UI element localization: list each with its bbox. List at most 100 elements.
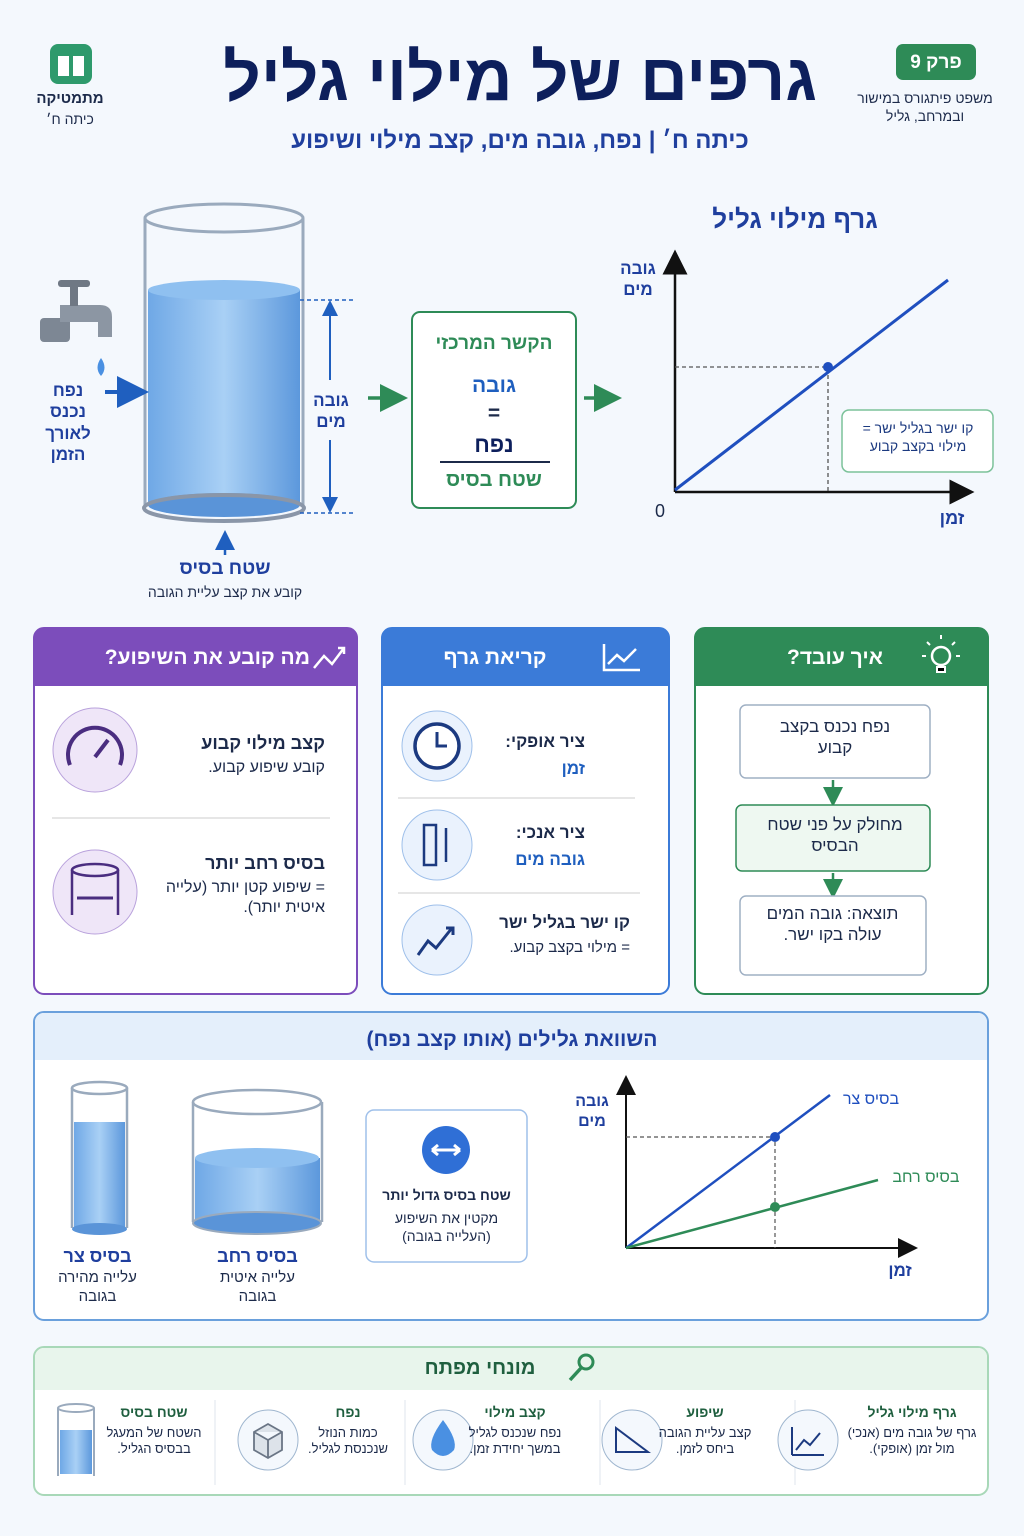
shape — [191, 1102, 324, 1222]
graph-x-label: זמן — [939, 508, 965, 528]
shape — [148, 280, 300, 300]
shape — [70, 1080, 129, 1096]
shape — [70, 870, 120, 915]
how-step: נפח נכנס בקצב קבוע — [779, 717, 891, 758]
shape — [739, 704, 931, 779]
shape — [57, 1408, 95, 1476]
shape — [896, 44, 976, 80]
shape — [823, 362, 833, 372]
wide-text: עלייה איטית בגובה — [220, 1269, 295, 1305]
shape — [66, 725, 124, 766]
subtitle: כיתה ח׳ | נפח, גובה מים, קצב מילוי ושיפו… — [291, 127, 749, 154]
term: שטח בסיס — [120, 1404, 188, 1420]
graph-y-label: גובה מים — [620, 259, 656, 300]
shape — [431, 1143, 461, 1157]
slope-item-text: קובע שיפוע קבוע. — [208, 759, 325, 776]
reading-item-text: גובה מים — [515, 850, 585, 869]
note-title: שטח בסיס גדול יותר — [382, 1187, 511, 1203]
graph-origin: 0 — [654, 501, 665, 521]
shape — [142, 493, 306, 523]
shape — [625, 1094, 831, 1249]
term: שיפוע — [686, 1404, 724, 1420]
shape — [416, 926, 455, 956]
shape — [422, 823, 438, 867]
shape — [52, 707, 138, 793]
shape — [695, 628, 988, 686]
shape — [60, 305, 112, 337]
subject: מתמטיקה — [36, 90, 104, 107]
shape — [34, 628, 357, 686]
shape — [191, 1088, 323, 1116]
shape — [674, 278, 949, 492]
wide-label: בסיס רחב — [217, 1246, 298, 1266]
relation-equals: = — [487, 402, 501, 425]
shape — [60, 1430, 92, 1474]
shape — [148, 493, 300, 517]
shape — [431, 1420, 455, 1456]
shape — [58, 280, 90, 287]
shape — [253, 1422, 283, 1460]
shape — [93, 738, 110, 759]
relation-numerator: נפח — [474, 432, 514, 457]
shape — [148, 290, 300, 505]
chapter-badge: פרק 9 — [910, 52, 962, 73]
slope-title: מה קובע את השיפוע? — [104, 646, 310, 669]
shape — [300, 299, 355, 514]
shape — [675, 366, 829, 492]
comparison-title: השוואת גלילים (אותו קצב נפח) — [366, 1028, 658, 1051]
relation-title: הקשר המרכזי — [435, 333, 553, 354]
shape — [192, 1211, 322, 1235]
base-label: שטח בסיס — [179, 558, 271, 579]
grade: כיתה ח׳ — [46, 111, 94, 127]
shape — [435, 732, 447, 748]
shape — [70, 1088, 129, 1228]
narrow-text: עלייה מהירה בגובה — [58, 1269, 137, 1305]
shape — [143, 202, 305, 234]
term: גרף מילוי גליל — [867, 1404, 957, 1420]
title: גרפים של מילוי גליל — [223, 40, 817, 114]
how-step: תוצאה: גובה המים עולה בקו ישר. — [766, 904, 899, 945]
shape — [214, 1400, 796, 1485]
graph-note: קו ישר בגליל ישר = מילוי בקצב קבוע — [862, 420, 974, 454]
chapter-note: משפט פיתגורס במישור ובמרחב, גליל — [857, 90, 993, 124]
how-title: איך עובד? — [787, 646, 883, 669]
shape — [143, 218, 305, 505]
slope-item-label: קצב מילוי קבוע — [201, 733, 325, 753]
shape — [401, 904, 473, 976]
reading-item-label: ציר אופקי: — [505, 732, 585, 751]
shape — [97, 358, 105, 376]
reading-title: קריאת גרף — [443, 646, 547, 669]
shape — [195, 1148, 319, 1168]
note-text: מקטין את השיפוע (העלייה בגובה) — [394, 1210, 499, 1244]
shape — [35, 1013, 987, 1060]
inflow-label: נפח נכנס לאורך הזמן — [45, 381, 91, 464]
shape — [625, 1178, 879, 1250]
base-note: קובע את קצב עליית הגובה — [147, 584, 303, 600]
shape — [72, 1223, 127, 1235]
term-definition: קצב עליית הגובה ביחס לזמן. — [658, 1425, 752, 1457]
reading-item-text: = מילוי בקצב קבוע. — [509, 939, 630, 956]
series-label: בסיס צר — [842, 1091, 900, 1108]
shape — [52, 849, 138, 935]
narrow-label: בסיס צר — [63, 1246, 132, 1266]
shape — [791, 1427, 824, 1456]
shape — [365, 1109, 528, 1263]
height-label: גובה מים — [310, 390, 352, 433]
shape — [739, 895, 927, 976]
term-definition: השטח של המעגל בבסיס הגליל. — [106, 1425, 202, 1457]
shape — [930, 645, 952, 667]
slope-item-label: בסיס רחב יותר — [205, 853, 325, 873]
shape — [602, 644, 640, 672]
shape — [735, 804, 931, 872]
shape — [777, 1409, 839, 1471]
term-definition: גרף של גובה מים (אנכי) מול זמן (אופקי). — [847, 1425, 977, 1457]
relation-top: גובה — [471, 374, 517, 397]
how-step: מחולק על פני שטח הבסיס — [767, 815, 903, 856]
reading-item-label: ציר אנכי: — [515, 823, 585, 842]
term-definition: כמות הנוזל שנכנסת לגליל. — [307, 1425, 389, 1457]
slope-item-text: = שיפוע קטן יותר (עלייה איטית יותר). — [165, 879, 325, 916]
shape — [50, 44, 92, 84]
compare-y-label: גובה מים — [575, 1093, 609, 1130]
